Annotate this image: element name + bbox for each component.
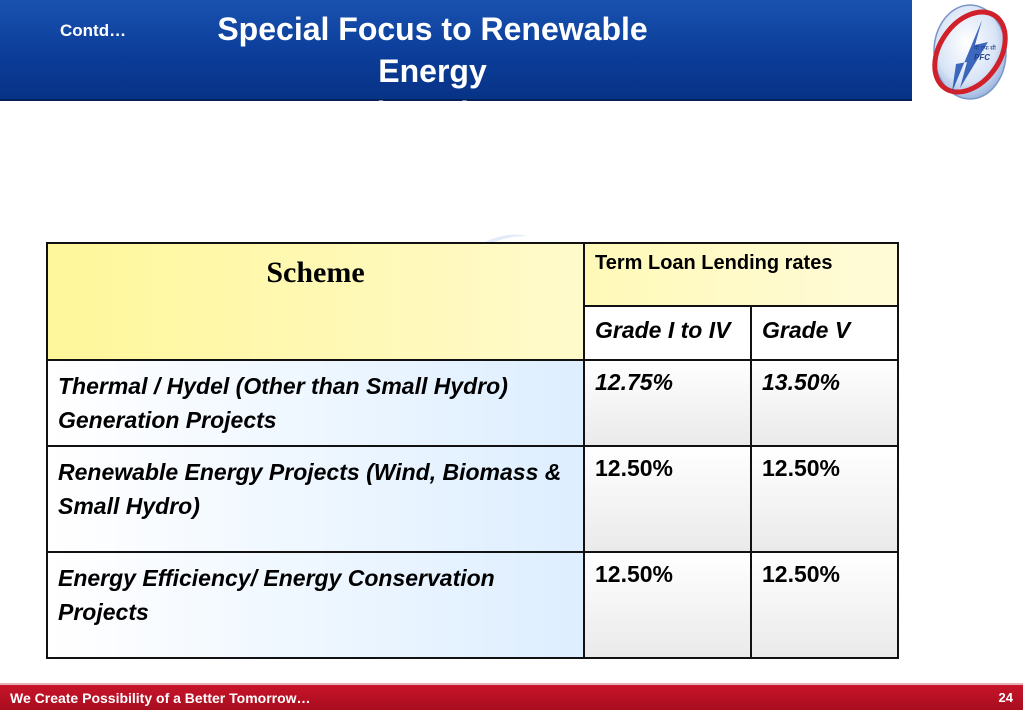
rate-cell-grade-5: 12.50% (750, 551, 899, 659)
contd-label: Contd… (60, 21, 127, 40)
rate-cell-grade-1-4: 12.50% (583, 551, 752, 659)
slide-title-line-2: Financing (356, 95, 509, 131)
term-loan-rates-header: Term Loan Lending rates (583, 242, 899, 307)
lending-rates-table: Scheme Term Loan Lending rates Grade I t… (46, 242, 899, 659)
rate-cell-grade-1-4: 12.75% (583, 359, 752, 447)
footer-tagline: We Create Possibility of a Better Tomorr… (10, 690, 311, 706)
table-row: Renewable Energy Projects (Wind, Biomass… (46, 445, 899, 553)
scheme-header: Scheme (46, 242, 585, 361)
logo-text: PFC (974, 53, 990, 62)
pfc-logo-graphic: पी एफ सी PFC (932, 4, 1008, 100)
table-header-row: Scheme Term Loan Lending rates (46, 242, 899, 361)
footer-bar: We Create Possibility of a Better Tomorr… (0, 683, 1023, 710)
slide-title-line-1: Special Focus to Renewable Energy (217, 11, 648, 89)
scheme-cell: Thermal / Hydel (Other than Small Hydro)… (46, 359, 585, 447)
scheme-cell: Energy Efficiency/ Energy Conservation P… (46, 551, 585, 659)
rate-cell-grade-1-4: 12.50% (583, 445, 752, 553)
page-number: 24 (998, 690, 1013, 705)
table-row: Energy Efficiency/ Energy Conservation P… (46, 551, 899, 659)
grade-1-4-header: Grade I to IV (583, 304, 752, 362)
grade-header-row: Grade I to IV Grade V (47, 304, 899, 362)
rate-cell-grade-5: 13.50% (750, 359, 899, 447)
table-row: Thermal / Hydel (Other than Small Hydro)… (46, 359, 899, 447)
slide-title: Special Focus to Renewable Energy Financ… (160, 8, 705, 134)
title-bar: Contd… Special Focus to Renewable Energy… (0, 0, 912, 131)
pfc-logo-icon: पी एफ सी PFC (912, 0, 1023, 105)
scheme-cell: Renewable Energy Projects (Wind, Biomass… (46, 445, 585, 553)
rate-cell-grade-5: 12.50% (750, 445, 899, 553)
svg-text:पी एफ सी: पी एफ सी (974, 44, 996, 52)
grade-5-header: Grade V (750, 304, 899, 362)
